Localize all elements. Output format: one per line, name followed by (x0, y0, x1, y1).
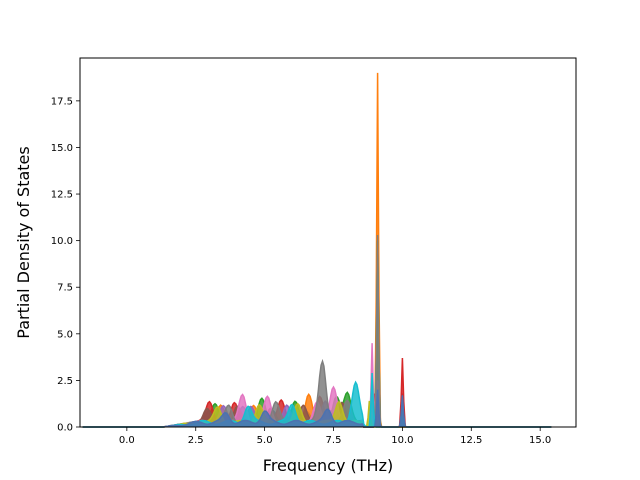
x-tick-label: 2.5 (188, 435, 204, 446)
y-axis-label: Partial Density of States (14, 146, 33, 338)
x-tick-label: 10.0 (391, 435, 413, 446)
y-axis-ticks: 0.0 2.5 5.0 7.5 10.0 12.5 15.0 17.5 (51, 96, 80, 434)
x-tick-label: 12.5 (460, 435, 482, 446)
x-tick-label: 0.0 (119, 435, 135, 446)
y-tick-label: 15.0 (51, 143, 73, 154)
x-axis-label: Frequency (THz) (263, 456, 393, 475)
y-tick-label: 12.5 (51, 190, 73, 201)
plot-frame (79, 57, 577, 428)
x-axis-ticks: 0.0 2.5 5.0 7.5 10.0 12.5 15.0 (119, 427, 551, 446)
y-tick-label: 2.5 (57, 376, 73, 387)
y-tick-label: 5.0 (57, 329, 73, 340)
y-tick-label: 10.0 (51, 236, 73, 247)
y-tick-label: 7.5 (57, 283, 73, 294)
x-tick-label: 7.5 (326, 435, 342, 446)
y-tick-label: 0.0 (57, 423, 73, 434)
x-tick-label: 15.0 (529, 435, 551, 446)
y-tick-label: 17.5 (51, 96, 73, 107)
x-tick-label: 5.0 (257, 435, 273, 446)
